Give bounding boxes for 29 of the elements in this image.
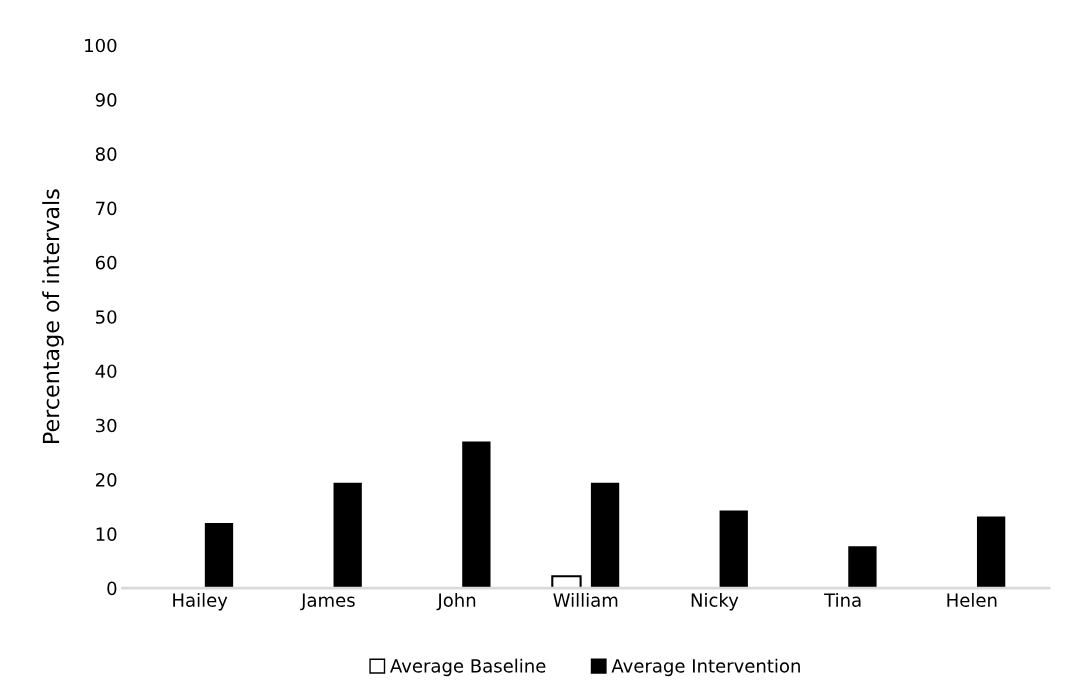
bar [204, 522, 234, 589]
legend-label: Average Intervention [611, 658, 800, 677]
bar [462, 441, 491, 589]
legend-label: Average Baseline [390, 658, 546, 677]
x-tick-label: Tina [824, 592, 861, 607]
bar [333, 482, 362, 589]
x-tick-label: Nicky [691, 592, 739, 611]
y-tick-label: 80 [95, 147, 117, 161]
y-axis-title: Percentage of intervals [42, 189, 64, 443]
y-tick-label: 0 [107, 581, 117, 596]
y-tick-label: 50 [96, 310, 117, 324]
x-tick-label: James [300, 593, 355, 611]
x-tick-label: William [553, 592, 618, 607]
x-tick-label: Helen [947, 592, 997, 607]
y-tick-label: 60 [95, 255, 117, 270]
y-tick-label: 70 [96, 201, 117, 216]
y-tick-label: 90 [95, 92, 117, 107]
y-tick-label: 30 [96, 418, 117, 433]
y-tick-label: 10 [96, 527, 117, 541]
bar [848, 546, 877, 589]
bar [976, 516, 1006, 589]
x-tick-label: Hailey [173, 592, 228, 611]
y-tick-label: 100 [85, 38, 117, 53]
bar [719, 510, 748, 589]
y-tick-label: 20 [95, 473, 117, 487]
bar [590, 482, 620, 589]
y-tick-label: 40 [95, 364, 117, 379]
bar [551, 575, 582, 589]
x-tick-label: John [436, 592, 476, 611]
